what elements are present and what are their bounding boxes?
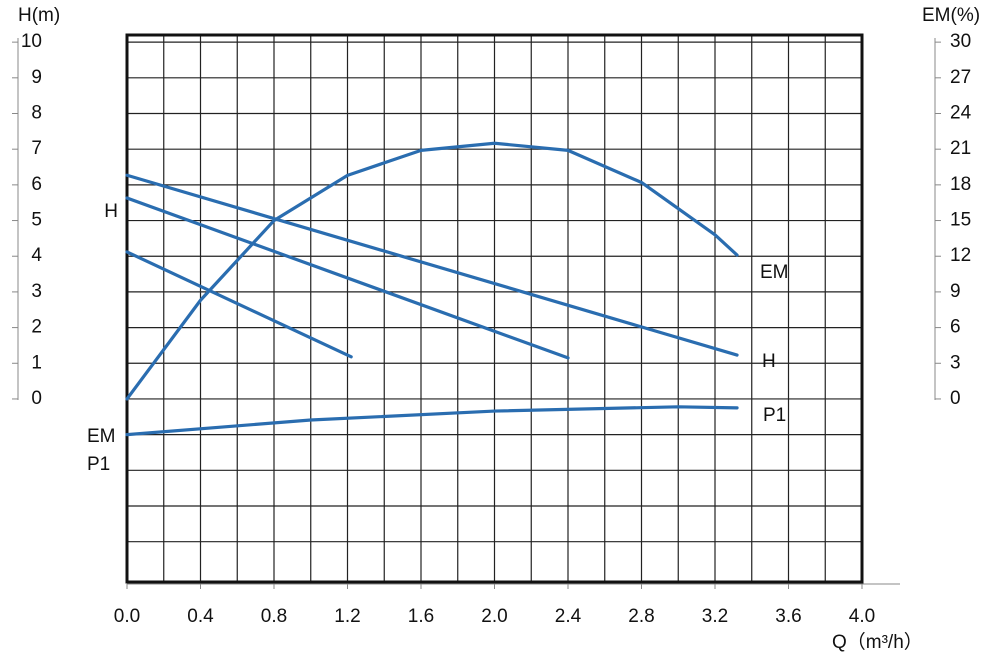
annotation: P1 xyxy=(87,454,110,475)
y2-tick-label: 15 xyxy=(950,210,971,231)
annotation: EM xyxy=(760,262,789,283)
x-tick-label: 0.0 xyxy=(114,606,140,627)
y2-tick-label: 0 xyxy=(950,388,961,409)
annotation: H xyxy=(762,351,776,372)
y-tick-label: 3 xyxy=(31,281,42,302)
x-axis-label: Q（m³/h） xyxy=(832,631,923,653)
y-tick-label: 7 xyxy=(31,138,42,159)
x-tick-label: 1.6 xyxy=(408,606,434,627)
curve xyxy=(125,141,739,401)
x-tick-label: 2.4 xyxy=(555,606,582,627)
x-tick-label: 0.4 xyxy=(187,606,214,627)
curve xyxy=(125,196,570,360)
curve xyxy=(125,173,739,357)
y-axis-label: H(m) xyxy=(18,5,60,26)
y2-tick-label: 9 xyxy=(950,281,961,302)
y2-tick-label: 6 xyxy=(950,317,961,338)
curve xyxy=(125,405,739,437)
x-tick-label: 0.8 xyxy=(261,606,287,627)
y2-tick-label: 3 xyxy=(950,352,961,373)
y-tick-label: 8 xyxy=(31,103,42,124)
y-tick-label: 4 xyxy=(31,245,42,266)
y2-tick-label: 27 xyxy=(950,67,971,88)
y2-tick-label: 24 xyxy=(950,103,972,124)
annotation: H xyxy=(104,201,118,222)
y2-tick-label: 18 xyxy=(950,174,971,195)
x-tick-label: 1.2 xyxy=(334,606,360,627)
plot-frame xyxy=(125,33,864,584)
x-tick-label: 3.2 xyxy=(702,606,728,627)
y-tick-label: 0 xyxy=(31,388,42,409)
annotation: EM xyxy=(87,426,116,447)
y-tick-label: 9 xyxy=(31,67,42,88)
x-tick-label: 3.6 xyxy=(775,606,801,627)
x-tick-label: 4.0 xyxy=(849,606,875,627)
y-tick-label: 6 xyxy=(31,174,42,195)
y2-tick-label: 21 xyxy=(950,138,971,159)
y2-tick-label: 30 xyxy=(950,31,971,52)
annotation: P1 xyxy=(763,405,786,426)
x-tick-label: 2.0 xyxy=(481,606,507,627)
y2-tick-label: 12 xyxy=(950,245,971,266)
y-tick-label: 5 xyxy=(31,210,42,231)
y-tick-label: 10 xyxy=(21,31,42,52)
curve xyxy=(125,250,353,359)
x-tick-label: 2.8 xyxy=(628,606,654,627)
y2-axis-label: EM(%) xyxy=(922,5,980,26)
y-tick-label: 2 xyxy=(31,317,42,338)
y-tick-label: 1 xyxy=(31,352,42,373)
